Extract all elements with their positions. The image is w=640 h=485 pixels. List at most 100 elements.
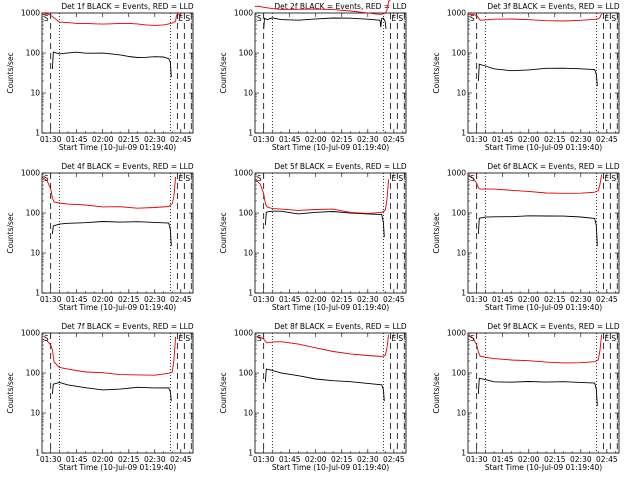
chart-title: Det 1f BLACK = Events, RED = LLD [61,2,194,11]
x-axis-label: Start Time (10-Jul-09 01:19:40) [485,463,602,472]
detector-panel: Det 1f BLACK = Events, RED = LLD 1 10 100 10… [0,0,213,160]
y-tick-label: 1 [248,129,253,138]
x-tick-label: 02:45 [596,295,618,304]
x-tick-label: 02:15 [331,455,353,464]
y-tick-label: 100 [452,49,467,58]
x-tick-label: 02:15 [331,295,353,304]
chart-title: Det 7f BLACK = Events, RED = LLD [61,322,194,331]
x-tick-label: 01:30 [253,455,275,464]
x-tick-label: 02:00 [305,295,327,304]
y-tick-label: 1000 [21,9,40,18]
y-tick-label: 1000 [234,169,253,178]
x-tick-label: 01:30 [466,455,488,464]
chart-title: Det 6f BLACK = Events, RED = LLD [487,162,620,171]
y-tick-label: 1000 [21,329,40,338]
interval-marker-label: S [44,174,49,183]
y-tick-label: 10 [456,409,466,418]
plot-frame [41,12,194,134]
interval-marker-label: E [604,14,609,23]
panel-chart: Det 1f BLACK = Events, RED = LLD 1 10 100 10… [6,2,194,152]
panel-chart: Det 3f BLACK = Events, RED = LLD 1 10 100 10… [432,2,620,152]
y-tick-label: 1000 [447,169,466,178]
chart-title: Det 5f BLACK = Events, RED = LLD [274,162,407,171]
y-tick-label: 100 [452,369,467,378]
plot-frame [467,332,620,454]
events-series-line [477,377,598,407]
x-tick-label: 01:45 [66,295,88,304]
panel-chart: Det 8f BLACK = Events, RED = LLD 1 10 100 10… [219,322,407,472]
interval-marker-label: S [185,174,190,183]
y-tick-label: 100 [26,369,41,378]
x-tick-label: 02:30 [570,135,592,144]
interval-marker-label: S [611,174,616,183]
lld-series-line [41,13,182,26]
chart-title: Det 4f BLACK = Events, RED = LLD [61,162,194,171]
x-tick-label: 02:15 [544,135,566,144]
lld-series-line [467,174,603,194]
y-axis-label: Counts/sec [219,372,228,413]
y-tick-label: 100 [452,209,467,218]
events-series-line [51,51,172,78]
x-tick-label: 02:15 [544,295,566,304]
y-axis-label: Counts/sec [219,52,228,93]
x-axis-label: Start Time (10-Jul-09 01:19:40) [59,463,176,472]
interval-marker-label: S [470,334,475,343]
lld-series-line [41,336,177,376]
lld-series-line [254,178,390,214]
x-tick-label: 02:15 [118,295,140,304]
x-tick-label: 02:45 [596,455,618,464]
y-tick-label: 10 [243,409,253,418]
y-axis-label: Counts/sec [6,212,15,253]
events-series-line [264,368,385,402]
chart-title: Det 8f BLACK = Events, RED = LLD [274,322,407,331]
interval-marker-label: S [257,174,262,183]
interval-marker-label: S [611,14,616,23]
y-tick-label: 1000 [447,9,466,18]
y-tick-label: 1000 [234,329,253,338]
y-axis-label: Counts/sec [219,212,228,253]
y-tick-label: 1 [248,449,253,458]
interval-marker-label: S [257,14,262,23]
interval-marker-label: E [391,334,396,343]
plot-frame [467,172,620,294]
y-axis-label: Counts/sec [6,52,15,93]
x-tick-label: 01:30 [40,135,62,144]
lld-series-line [41,176,177,209]
interval-marker-label: E [391,174,396,183]
events-series-line [264,210,385,238]
x-tick-label: 02:30 [570,455,592,464]
panel-chart: Det 6f BLACK = Events, RED = LLD 1 10 100 10… [432,162,620,312]
detector-panel: Det 6f BLACK = Events, RED = LLD 1 10 100 10… [426,160,639,320]
y-tick-label: 10 [456,89,466,98]
x-axis-label: Start Time (10-Jul-09 01:19:40) [272,143,389,152]
y-tick-label: 10 [243,89,253,98]
interval-marker-label: E [178,174,183,183]
y-tick-label: 100 [239,49,254,58]
detector-panel: Det 4f BLACK = Events, RED = LLD 1 10 100 10… [0,160,213,320]
y-tick-label: 1000 [234,9,253,18]
x-tick-label: 02:30 [357,135,379,144]
interval-marker-label: E [178,334,183,343]
x-axis-label: Start Time (10-Jul-09 01:19:40) [272,463,389,472]
x-axis-label: Start Time (10-Jul-09 01:19:40) [59,143,176,152]
panel-chart: Det 7f BLACK = Events, RED = LLD 1 10 100 10… [6,322,194,472]
x-axis-label: Start Time (10-Jul-09 01:19:40) [485,303,602,312]
interval-marker-label: S [470,14,475,23]
y-tick-label: 1 [35,289,40,298]
x-tick-label: 02:45 [383,135,405,144]
x-tick-label: 02:00 [92,455,114,464]
y-tick-label: 100 [26,49,41,58]
x-tick-label: 01:30 [253,295,275,304]
x-tick-label: 02:00 [92,135,114,144]
detector-panel: Det 5f BLACK = Events, RED = LLD 1 10 100 10… [213,160,426,320]
x-tick-label: 02:30 [144,455,166,464]
interval-marker-label: S [257,334,262,343]
x-tick-label: 02:15 [544,455,566,464]
interval-marker-label: S [185,14,190,23]
lld-series-line [254,0,391,15]
interval-marker-label: S [398,174,403,183]
lld-series-line [467,334,603,364]
x-tick-label: 02:15 [118,455,140,464]
x-tick-label: 02:00 [518,135,540,144]
events-series-line [51,221,172,247]
